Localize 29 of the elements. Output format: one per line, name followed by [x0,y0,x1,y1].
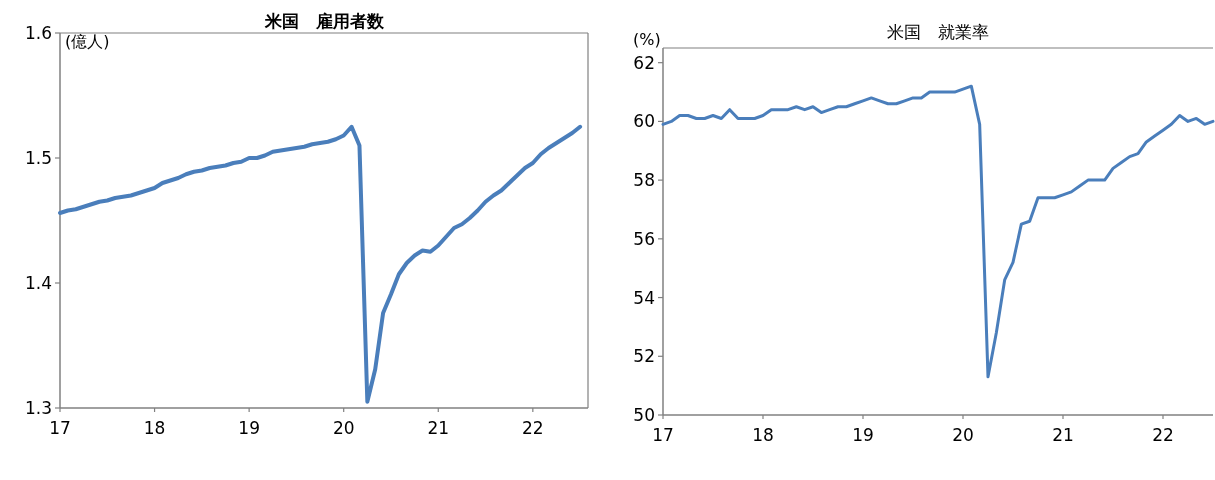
y-tick-label: 52 [633,346,655,367]
y-tick-label: 58 [633,170,655,191]
x-tick-label: 20 [332,418,355,438]
y-tick-label: 54 [633,287,655,308]
x-tick-label: 17 [652,425,674,445]
y-axis-title: (億人) [65,32,110,51]
chart-title: 米国 雇用者数 [263,11,385,31]
x-tick-label: 22 [522,418,544,438]
x-tick-label: 19 [238,418,260,438]
y-tick-label: 1.3 [24,398,52,418]
x-tick-label: 20 [952,425,974,445]
line-series [58,124,583,404]
x-tick-label: 21 [1052,425,1074,445]
y-tick-label: 50 [633,405,655,425]
y-tick-label: 1.5 [24,148,52,168]
x-tick-label: 22 [1152,425,1174,445]
line-series [661,84,1215,379]
chart-title: 米国 就業率 [887,22,989,42]
y-tick-label: 1.6 [24,23,52,43]
y-tick-label: 56 [633,228,655,249]
x-tick-label: 18 [143,418,166,438]
x-tick-label: 18 [752,425,774,445]
y-tick-label: 62 [633,52,655,73]
x-tick-label: 17 [49,418,71,438]
x-tick-label: 21 [427,418,450,438]
y-axis-title: (%) [633,30,661,49]
x-tick-label: 19 [852,425,874,445]
y-tick-label: 1.4 [24,273,52,293]
y-tick-label: 60 [633,111,655,132]
